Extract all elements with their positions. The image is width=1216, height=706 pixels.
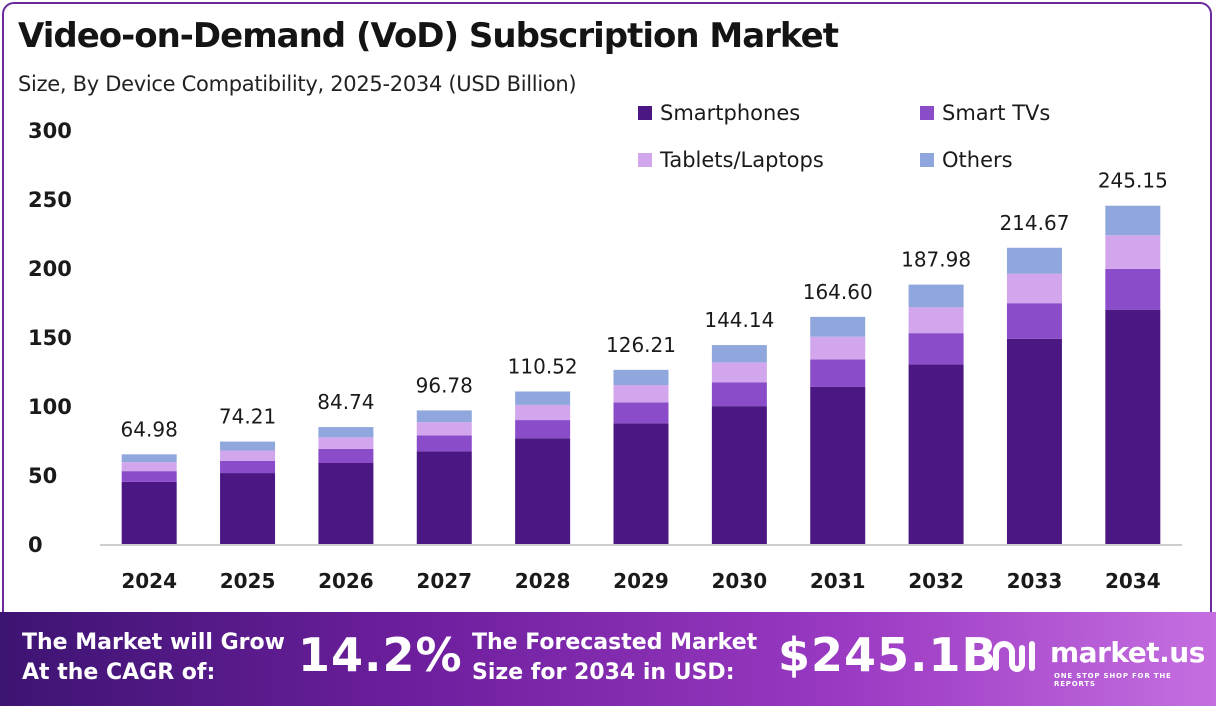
bar-segment-smartphones (908, 364, 964, 544)
bar-segment-others (1006, 247, 1062, 274)
bar-segment-tablets-laptops (515, 404, 571, 421)
bar-segment-smartphones (416, 451, 472, 544)
bar-segment-tablets-laptops (416, 422, 472, 436)
y-tick-label: 300 (28, 119, 72, 143)
bar-segment-tablets-laptops (1105, 235, 1161, 269)
bar-segment-tablets-laptops (1006, 273, 1062, 304)
bar-segment-others (318, 427, 374, 438)
footer-banner: The Market will Grow At the CAGR of: 14.… (0, 612, 1216, 706)
bar-total-label: 144.14 (704, 308, 774, 332)
bar-total-label: 110.52 (508, 354, 578, 378)
x-tick-label: 2025 (220, 569, 276, 593)
bar-total-label: 164.60 (803, 280, 873, 304)
bar-segment-smart-tvs (515, 420, 571, 439)
bar-total-label: 74.21 (219, 405, 276, 429)
bar-segment-smart-tvs (1006, 303, 1062, 339)
x-tick-label: 2028 (515, 569, 571, 593)
x-tick-label: 2026 (318, 569, 374, 593)
bar-segment-others (810, 316, 866, 337)
legend-label: Others (942, 148, 1013, 172)
bar-segment-smartphones (515, 438, 571, 544)
bar-segment-others (416, 410, 472, 423)
legend-swatch (920, 153, 934, 167)
bar-total-label: 245.15 (1098, 169, 1168, 193)
bar-segment-smartphones (318, 462, 374, 544)
forecast-label-line2: Size for 2034 in USD: (472, 660, 735, 685)
x-tick-label: 2033 (1007, 569, 1063, 593)
bar-segment-tablets-laptops (810, 336, 866, 360)
cagr-label-line2: At the CAGR of: (22, 660, 216, 685)
legend-swatch (920, 106, 934, 120)
bar-total-label: 84.74 (317, 390, 374, 414)
y-tick-label: 200 (28, 257, 72, 281)
chart-title: Video-on-Demand (VoD) Subscription Marke… (18, 16, 839, 56)
legend-label: Smart TVs (942, 101, 1050, 125)
bar-segment-others (1105, 205, 1161, 236)
logo-tagline: ONE STOP SHOP FOR THE REPORTS (1054, 672, 1172, 688)
forecast-value: $245.1B (778, 628, 998, 682)
y-tick-label: 100 (28, 395, 72, 419)
x-tick-label: 2030 (712, 569, 768, 593)
bar-segment-tablets-laptops (318, 437, 374, 449)
x-tick-label: 2024 (121, 569, 177, 593)
bar-segment-smartphones (1105, 309, 1161, 544)
y-tick-label: 50 (28, 464, 57, 488)
forecast-label-line1: The Forecasted Market (472, 630, 758, 655)
bar-segment-tablets-laptops (711, 362, 767, 383)
logo-name: market.us (1050, 636, 1205, 669)
bar-segment-smartphones (711, 406, 767, 544)
bar-segment-others (711, 345, 767, 363)
bar-segment-smart-tvs (416, 435, 472, 452)
bar-total-label: 126.21 (606, 333, 676, 357)
bar-segment-others (613, 369, 669, 386)
bar-segment-smart-tvs (711, 382, 767, 407)
bar-total-label: 64.98 (121, 417, 178, 441)
bar-segment-smartphones (810, 386, 866, 544)
bar-segment-others (908, 284, 964, 308)
bar-segment-smartphones (613, 423, 669, 544)
x-tick-label: 2027 (416, 569, 472, 593)
bar-segment-smart-tvs (810, 359, 866, 387)
legend-swatch (638, 153, 652, 167)
x-tick-label: 2031 (810, 569, 866, 593)
bar-segment-others (220, 441, 276, 451)
bar-total-label: 214.67 (999, 211, 1069, 235)
chart-subtitle: Size, By Device Compatibility, 2025-2034… (18, 72, 577, 96)
legend-swatch (638, 106, 652, 120)
bar-segment-smartphones (1006, 338, 1062, 544)
y-tick-label: 150 (28, 326, 72, 350)
x-tick-label: 2034 (1105, 569, 1161, 593)
x-tick-label: 2032 (908, 569, 964, 593)
x-tick-label: 2029 (613, 569, 669, 593)
bar-segment-smart-tvs (318, 448, 374, 463)
bar-segment-smart-tvs (1105, 268, 1161, 310)
bar-segment-smart-tvs (220, 460, 276, 474)
legend-label: Tablets/Laptops (659, 148, 824, 172)
bar-segment-smart-tvs (908, 333, 964, 365)
cagr-label: The Market will Grow At the CAGR of: (22, 628, 285, 688)
bar-segment-smartphones (220, 473, 276, 544)
bar-segment-tablets-laptops (908, 307, 964, 334)
bar-segment-tablets-laptops (121, 462, 177, 472)
y-tick-label: 250 (28, 188, 72, 212)
bar-total-label: 96.78 (416, 373, 473, 397)
bar-segment-smart-tvs (613, 402, 669, 424)
y-tick-label: 0 (28, 533, 43, 557)
bar-segment-others (121, 454, 177, 463)
legend-label: Smartphones (660, 101, 800, 125)
market-us-logo-icon (993, 641, 1035, 672)
cagr-value: 14.2% (298, 628, 463, 682)
bar-segment-others (515, 391, 571, 405)
bar-segment-tablets-laptops (613, 385, 669, 403)
cagr-label-line1: The Market will Grow (22, 630, 285, 655)
bar-segment-smart-tvs (121, 471, 177, 482)
bar-segment-tablets-laptops (220, 450, 276, 461)
bar-total-label: 187.98 (901, 248, 971, 272)
forecast-label: The Forecasted Market Size for 2034 in U… (472, 628, 757, 688)
bar-segment-smartphones (121, 481, 177, 544)
stacked-bar-chart: 0 50 100 150 200 250 300 64.98 2024 74.21 2025 84.7… (28, 101, 1182, 593)
